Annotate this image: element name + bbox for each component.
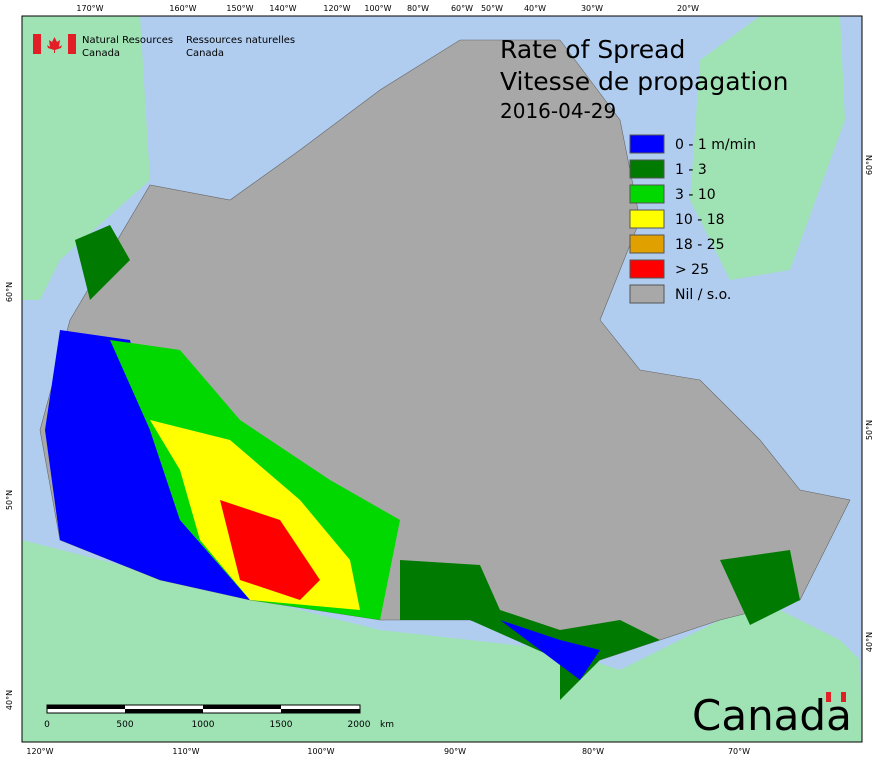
lon-label: 20°W xyxy=(677,4,699,13)
lon-label: 170°W xyxy=(76,4,103,13)
agency-fr: Canada xyxy=(186,48,224,59)
agency-en: Natural Resources xyxy=(82,35,173,46)
lon-label: 60°W xyxy=(451,4,473,13)
fire-zone-blue-west xyxy=(45,330,250,600)
legend-swatch xyxy=(629,184,665,204)
fire-zone-red xyxy=(220,500,320,600)
scale-bar-seg xyxy=(203,705,281,709)
usa xyxy=(22,540,862,742)
wordmark-flag-left xyxy=(826,692,831,702)
lon-label: 40°W xyxy=(524,4,546,13)
lon-label: 80°W xyxy=(407,4,429,13)
lon-label: 80°W xyxy=(582,747,604,756)
lon-label: 90°W xyxy=(444,747,466,756)
lon-label: 120°W xyxy=(26,747,53,756)
alaska xyxy=(22,16,150,300)
lon-label: 150°W xyxy=(226,4,253,13)
legend-label: 1 - 3 xyxy=(675,162,707,178)
lon-label: 110°W xyxy=(172,747,199,756)
lat-label: 40°N xyxy=(865,632,874,652)
date: 2016-04-29 xyxy=(500,99,616,123)
wordmark-flag-right xyxy=(841,692,846,702)
legend-label: > 25 xyxy=(675,262,709,278)
legend-swatch xyxy=(629,284,665,304)
scale-tick: 500 xyxy=(116,720,133,730)
lat-label: 40°N xyxy=(5,690,14,710)
flag-leaf xyxy=(47,37,62,53)
scale-tick: 1000 xyxy=(192,720,215,730)
fire-zone-yukon xyxy=(75,225,130,300)
greenland xyxy=(690,16,845,280)
scale-tick: 0 xyxy=(44,720,50,730)
lon-label: 50°W xyxy=(481,4,503,13)
lon-label: 100°W xyxy=(307,747,334,756)
map-border xyxy=(21,15,863,743)
lon-label: 100°W xyxy=(364,4,391,13)
legend-label: Nil / s.o. xyxy=(675,287,731,303)
wordmark: Canada xyxy=(692,691,852,740)
legend-swatch xyxy=(629,234,665,254)
lon-label: 140°W xyxy=(269,4,296,13)
agency-fr: Ressources naturelles xyxy=(186,35,295,46)
lat-label: 50°N xyxy=(5,490,14,510)
scale-unit: km xyxy=(380,720,394,730)
agency-en: Canada xyxy=(82,48,120,59)
lon-label: 120°W xyxy=(323,4,350,13)
fire-zone-blue-south xyxy=(500,620,600,680)
lat-label: 60°N xyxy=(865,155,874,175)
legend-swatch xyxy=(629,259,665,279)
scale-bar-seg xyxy=(125,709,203,713)
title: Rate of Spread xyxy=(500,35,685,64)
legend-swatch xyxy=(629,209,665,229)
fire-zone-maritimes xyxy=(720,550,800,625)
legend-label: 10 - 18 xyxy=(675,212,725,228)
legend-label: 3 - 10 xyxy=(675,187,716,203)
title: Vitesse de propagation xyxy=(500,67,788,96)
legend-label: 0 - 1 m/min xyxy=(675,137,756,153)
legend-label: 18 - 25 xyxy=(675,237,725,253)
scale-bar-seg xyxy=(281,709,360,713)
lon-label: 30°W xyxy=(581,4,603,13)
scale-tick: 1500 xyxy=(270,720,293,730)
lat-label: 60°N xyxy=(5,282,14,302)
legend-swatch xyxy=(629,159,665,179)
lon-label: 70°W xyxy=(728,747,750,756)
flag-bar-right xyxy=(68,34,76,54)
scale-tick: 2000 xyxy=(348,720,371,730)
lat-label: 50°N xyxy=(865,420,874,440)
flag-bar-left xyxy=(33,34,41,54)
lon-label: 160°W xyxy=(169,4,196,13)
legend-swatch xyxy=(629,134,665,154)
scale-bar-seg xyxy=(47,705,125,709)
